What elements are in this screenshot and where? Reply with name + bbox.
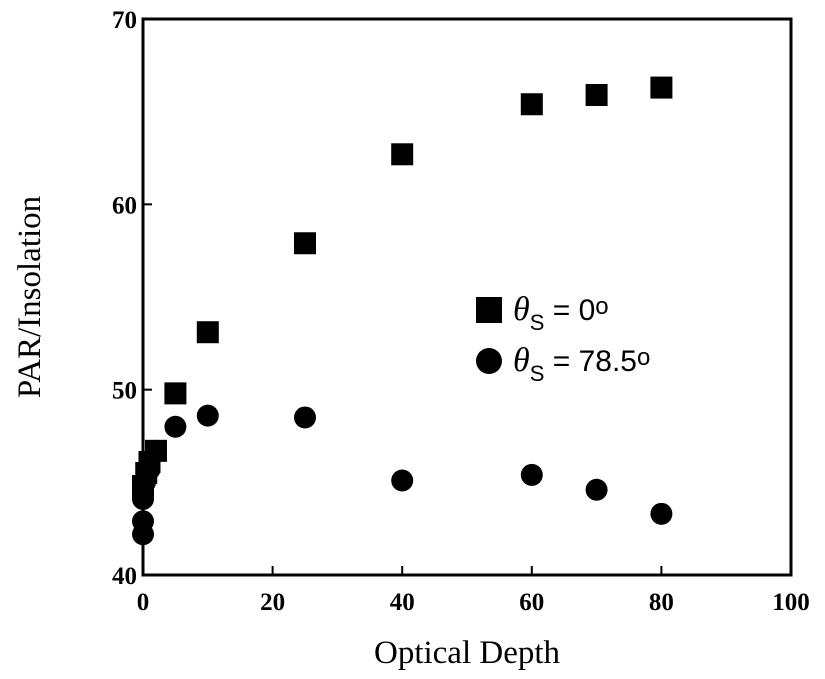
square-point — [196, 321, 219, 344]
square-point — [520, 93, 543, 116]
x-tick-label: 0 — [137, 589, 150, 616]
legend: θS = 0o θS = 78.5o — [476, 291, 650, 386]
axis-tick-labels: 0 20 40 60 80 100 40 50 60 70 — [112, 7, 810, 616]
x-axis-title: Optical Depth — [374, 635, 561, 671]
y-tick-label: 50 — [112, 378, 137, 405]
circle-point — [132, 510, 154, 533]
circle-point — [294, 406, 316, 429]
square-point — [164, 382, 187, 405]
circle-point — [650, 502, 673, 525]
legend-label: θS = 0o — [513, 291, 609, 335]
square-point — [294, 232, 316, 255]
circle-point — [391, 469, 414, 492]
y-tick-label: 70 — [112, 7, 137, 34]
y-axis-title: PAR/Insolation — [12, 196, 48, 398]
square-point — [585, 83, 608, 106]
data-points — [132, 76, 673, 546]
plot-frame — [141, 17, 793, 577]
x-tick-label: 80 — [649, 589, 674, 616]
axis-ticks — [142, 18, 792, 576]
circle-point — [196, 404, 219, 427]
x-tick-label: 20 — [260, 589, 285, 616]
x-tick-label: 60 — [519, 589, 544, 616]
circle-point — [144, 439, 167, 462]
square-point — [391, 143, 414, 166]
circle-point — [132, 488, 154, 511]
y-tick-label: 60 — [112, 192, 137, 219]
square-point — [650, 76, 673, 99]
circle-point — [585, 478, 608, 501]
x-tick-label: 40 — [390, 589, 415, 616]
legend-label: θS = 78.5o — [513, 342, 650, 386]
circle-point — [520, 463, 543, 486]
x-tick-label: 100 — [772, 589, 810, 616]
circle-point — [138, 458, 161, 481]
legend-circle-marker — [476, 348, 502, 374]
legend-square-marker — [476, 297, 502, 323]
y-tick-label: 40 — [112, 563, 137, 590]
circle-point — [164, 415, 187, 438]
